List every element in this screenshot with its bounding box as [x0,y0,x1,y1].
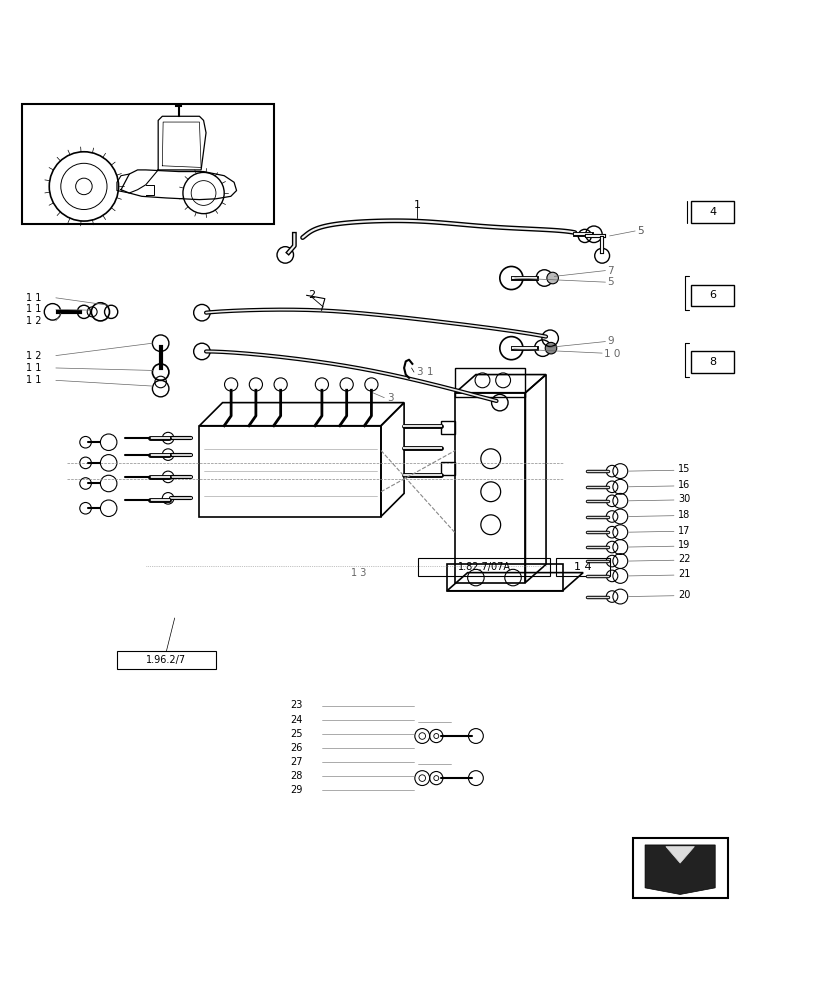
Text: 1: 1 [414,200,420,210]
Text: 17: 17 [677,526,690,536]
Polygon shape [665,847,694,863]
Text: 3 1: 3 1 [417,367,433,377]
Bar [632,838,727,898]
Text: 5: 5 [636,226,643,236]
Bar [555,558,609,576]
Text: 1 1: 1 1 [26,363,41,373]
Bar [455,368,525,397]
Text: 1 4: 1 4 [573,562,590,572]
Text: 1 0: 1 0 [603,349,619,359]
Bar [691,285,734,306]
Text: 1 1: 1 1 [26,293,41,303]
Text: 5: 5 [606,277,613,287]
Bar [455,393,525,583]
Text: 7: 7 [606,266,613,276]
Text: 15: 15 [677,464,690,474]
Bar [441,462,455,475]
Text: 1 1: 1 1 [26,304,41,314]
Bar [199,426,380,517]
Text: 1.96.2/7: 1.96.2/7 [146,655,186,665]
Text: 22: 22 [677,554,690,564]
Text: 28: 28 [290,771,302,781]
Text: 16: 16 [677,480,690,490]
Text: 4: 4 [708,207,715,217]
Text: 30: 30 [677,494,690,504]
Text: 6: 6 [709,290,715,300]
Text: 21: 21 [677,569,690,579]
Text: 1.82.7/07A: 1.82.7/07A [457,562,510,572]
Text: 1 3: 1 3 [351,568,366,578]
Text: 1 2: 1 2 [26,316,41,326]
Text: 27: 27 [290,757,303,767]
Text: 24: 24 [290,715,302,725]
Bar [418,558,549,576]
Text: 18: 18 [677,510,690,520]
Text: 29: 29 [290,785,302,795]
Text: 8: 8 [708,357,715,367]
Text: 1 2: 1 2 [26,351,41,361]
Text: 25: 25 [290,729,303,739]
Text: 20: 20 [677,590,690,600]
Circle shape [546,272,557,284]
Bar [22,104,274,224]
Text: 23: 23 [290,700,302,710]
Bar [691,201,734,223]
Text: 1 1: 1 1 [26,375,41,385]
Text: 9: 9 [606,336,613,346]
Bar [117,651,216,669]
Bar [441,421,455,434]
Bar [691,351,734,373]
Text: 3: 3 [387,393,394,403]
Text: 19: 19 [677,540,690,550]
Polygon shape [644,845,715,894]
Text: 26: 26 [290,743,302,753]
Text: 2: 2 [308,290,315,300]
Circle shape [544,342,556,354]
Bar [447,564,562,591]
